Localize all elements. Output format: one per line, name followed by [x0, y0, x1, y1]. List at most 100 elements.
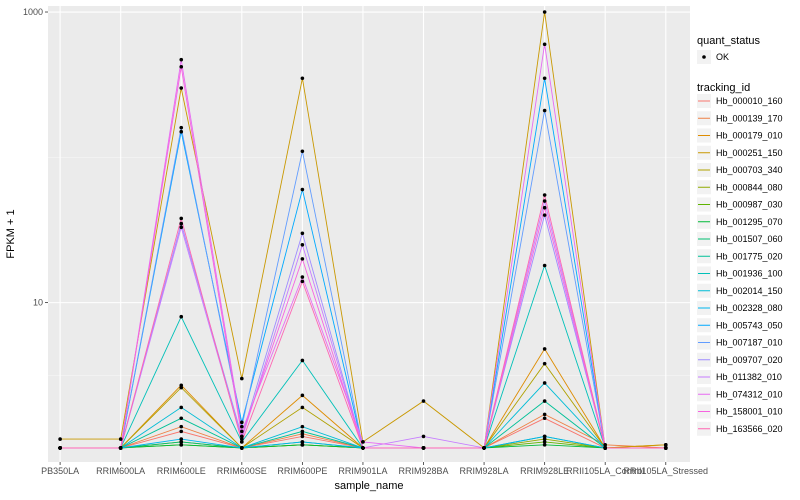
- data-point: [240, 420, 244, 425]
- data-point: [300, 231, 305, 236]
- data-point: [240, 440, 244, 444]
- legend-label: Hb_000251_150: [716, 148, 783, 158]
- legend-quant-status: quant_status OK: [697, 35, 760, 64]
- data-point: [179, 385, 184, 390]
- data-point: [118, 446, 123, 450]
- data-point: [179, 125, 184, 130]
- legend-label: Hb_001775_020: [716, 251, 783, 261]
- y-axis-title: FPKM + 1: [5, 209, 17, 258]
- x-tick-label: RRIM928LA: [460, 466, 509, 476]
- data-point: [58, 437, 62, 441]
- data-point: [542, 416, 547, 421]
- data-point: [542, 108, 547, 113]
- x-tick-label: RRIM600LE: [157, 466, 206, 476]
- data-point: [300, 429, 305, 434]
- legend-label: Hb_000703_340: [716, 165, 783, 175]
- data-point: [179, 221, 184, 226]
- data-point: [361, 440, 365, 444]
- data-point: [240, 446, 244, 450]
- data-point: [300, 432, 305, 436]
- data-point: [421, 434, 426, 439]
- data-point: [240, 376, 244, 381]
- legend-tracking-id: tracking_id Hb_000010_160 Hb_000139_170 Hb…: [697, 82, 783, 436]
- data-point: [300, 440, 305, 444]
- data-point: [542, 10, 547, 14]
- legend-label: Hb_002328_080: [716, 303, 783, 313]
- legend-label: Hb_000010_160: [716, 96, 783, 106]
- data-point: [542, 440, 547, 444]
- data-point: [179, 314, 184, 319]
- data-point: [361, 446, 365, 450]
- legend-label: Hb_011382_010: [716, 372, 782, 382]
- legend-label: Hb_002014_150: [716, 286, 783, 296]
- data-point: [542, 412, 547, 417]
- data-point: [118, 437, 123, 441]
- data-point: [179, 57, 184, 62]
- data-point: [542, 205, 547, 210]
- data-point: [300, 405, 305, 410]
- legend-label: OK: [716, 52, 729, 62]
- legend-label: Hb_005743_050: [716, 320, 783, 330]
- legend-tracking-id-title: tracking_id: [697, 82, 750, 94]
- x-axis-title: sample_name: [334, 480, 403, 492]
- data-point: [300, 275, 305, 279]
- data-point: [300, 358, 305, 363]
- x-tick-label: PB350LA: [41, 466, 79, 476]
- data-point: [300, 187, 305, 192]
- data-point: [542, 443, 547, 447]
- series-points: [58, 10, 668, 450]
- y-tick-labels: 10 1000: [23, 7, 43, 308]
- data-point: [179, 64, 184, 69]
- legend-label: Hb_000139_170: [716, 113, 783, 123]
- data-point: [542, 199, 547, 203]
- data-point: [300, 149, 305, 154]
- data-point: [542, 42, 547, 47]
- legend-label: Hb_001507_060: [716, 234, 783, 244]
- x-tick-label: RRIM928BA: [398, 466, 448, 476]
- data-point: [542, 213, 547, 217]
- data-point: [542, 381, 547, 385]
- data-point: [300, 393, 305, 398]
- legend-label: Hb_000987_030: [716, 200, 783, 210]
- data-point: [179, 416, 184, 421]
- data-point: [179, 129, 184, 134]
- data-point: [240, 434, 244, 439]
- y-tick-label: 1000: [23, 7, 43, 17]
- data-point: [179, 443, 184, 447]
- data-point: [300, 424, 305, 429]
- data-point: [542, 399, 547, 403]
- x-tick-labels: PB350LA RRIM600LA RRIM600LE RRIM600SE RRIM60…: [41, 466, 708, 476]
- data-point: [542, 263, 547, 268]
- data-point: [179, 424, 184, 429]
- data-point: [421, 399, 426, 403]
- data-point: [542, 437, 547, 441]
- grid-minor: [48, 157, 690, 376]
- data-point: [240, 424, 244, 429]
- data-point: [58, 446, 62, 450]
- data-point: [240, 437, 244, 441]
- data-point: [179, 437, 184, 441]
- x-tick-label: RRII105LA_Control: [566, 466, 644, 476]
- data-point: [542, 434, 547, 439]
- data-point: [542, 361, 547, 366]
- data-point: [179, 216, 184, 221]
- data-point: [300, 257, 305, 261]
- data-point: [542, 76, 547, 81]
- legend-label: Hb_001295_070: [716, 217, 783, 227]
- y-tick-label: 10: [33, 298, 43, 308]
- data-point: [663, 443, 668, 447]
- axis-ticks: [45, 11, 667, 465]
- x-tick-label: RRIM901LA: [338, 466, 387, 476]
- grid-major: [48, 6, 690, 462]
- data-point: [179, 405, 184, 410]
- legend-label: Hb_007187_010: [716, 338, 783, 348]
- data-point: [179, 440, 184, 444]
- data-point: [542, 347, 547, 351]
- x-tick-label: RRIM600SE: [217, 466, 267, 476]
- plot-panel: [48, 6, 690, 462]
- data-point: [240, 429, 244, 434]
- data-point: [179, 225, 184, 230]
- legend-quant-status-title: quant_status: [697, 35, 760, 47]
- legend-label: Hb_001936_100: [716, 269, 783, 279]
